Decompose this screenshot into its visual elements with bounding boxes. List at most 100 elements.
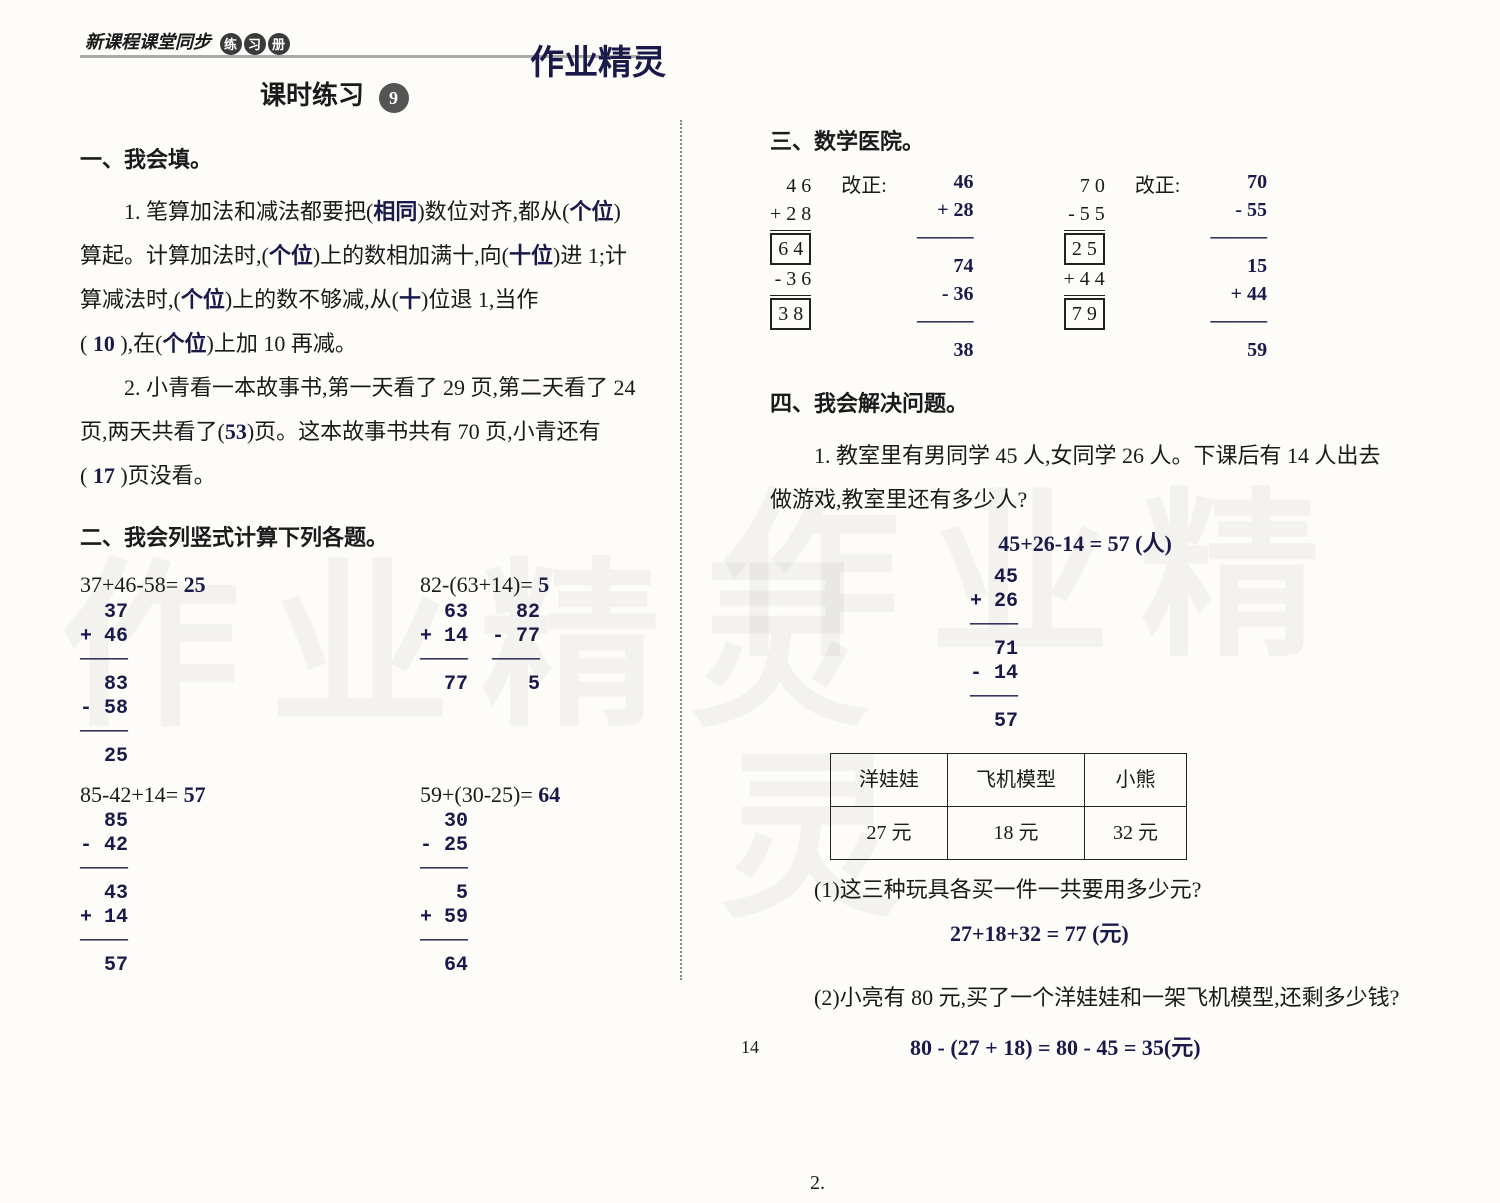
rule [1064, 230, 1105, 231]
q4-2-sub2: (2)小亮有 80 元,买了一个洋娃娃和一架飞机模型,还剩多少钱? [770, 976, 1400, 1020]
t: 算起。计算加法时,( [80, 243, 269, 268]
t: ( [80, 331, 87, 356]
t: 算减法时,( [80, 287, 181, 312]
boxed: 3 8 [770, 298, 811, 330]
hosp-corr-1: 改正: [841, 172, 887, 200]
content-area: 一、我会填。 1. 笔算加法和减法都要把(相同)数位对齐,都从(个位) 算起。计… [80, 120, 1420, 1070]
lesson-label: 课时练习 [260, 81, 364, 110]
table-row: 27 元 18 元 32 元 [831, 807, 1187, 860]
work: 46 + 28 ──── 74 - 36 ──── 38 [917, 171, 974, 361]
hosp-correction-2: 70 - 55 ──── 15 + 44 ──── 59 [1210, 168, 1267, 364]
q1-2b: 页,两天共看了(53)页。这本故事书共有 70 页,小青还有 [80, 410, 720, 454]
section-2-title: 二、我会列竖式计算下列各题。 [80, 516, 720, 560]
q1-1d: ( 10 ),在(个位)上加 10 再减。 [80, 322, 720, 366]
work: 85 - 42 ──── 43 + 14 ──── 57 [80, 810, 128, 978]
t: )上加 10 再减。 [207, 331, 357, 356]
hosp-printed-2: 7 0 - 5 5 2 5 + 4 4 7 9 [1064, 172, 1105, 330]
expr: 37+46-58= [80, 572, 178, 597]
l: 4 6 [770, 172, 811, 200]
corr-label: 改正: [841, 172, 887, 200]
l: + 4 4 [1064, 265, 1105, 293]
ans: 25 [184, 572, 206, 597]
work: 37 + 46 ──── 83 - 58 ──── 25 [80, 601, 128, 769]
corr-label: 改正: [1135, 172, 1181, 200]
ans: 相同 [373, 199, 417, 224]
lesson-title: 课时练习 9 [260, 75, 409, 113]
q4-2-wrapper: 2. 洋娃娃 飞机模型 小熊 27 元 18 元 32 元 [770, 753, 1400, 860]
ans: 5 [538, 572, 549, 597]
ans: 17 [93, 463, 115, 488]
boxed: 6 4 [770, 233, 811, 265]
work: 63 82 + 14 - 77 ──── ──── 77 5 [420, 601, 540, 697]
q1-1b: 算起。计算加法时,(个位)上的数相加满十,向(十位)进 1;计 [80, 234, 720, 278]
toy-price-table: 洋娃娃 飞机模型 小熊 27 元 18 元 32 元 [830, 753, 1187, 860]
ans: 64 [538, 782, 560, 807]
t: ),在( [120, 331, 162, 356]
lesson-number-badge: 9 [379, 83, 409, 113]
work: 70 - 55 ──── 15 + 44 ──── 59 [1210, 171, 1267, 361]
calc-1: 37+46-58= 25 37 + 46 ──── 83 - 58 ──── 2… [80, 570, 380, 770]
l: - 5 5 [1064, 200, 1105, 228]
l: - 3 6 [770, 265, 811, 293]
q4-2-sub2-ans: 80 - (27 + 18) = 80 - 45 = 35(元) [910, 1026, 1400, 1070]
ans: 57 [184, 782, 206, 807]
work: 30 - 25 ──── 5 + 59 ──── 64 [420, 810, 468, 978]
t: )页没看。 [120, 463, 215, 488]
series-text: 新课程课堂同步 [85, 32, 211, 52]
th: 小熊 [1085, 754, 1187, 807]
ans: 十 [399, 287, 421, 312]
t: )页。这本故事书共有 70 页,小青还有 [247, 419, 601, 444]
l: + 2 8 [770, 200, 811, 228]
calc-2: 82-(63+14)= 5 63 82 + 14 - 77 ──── ──── … [420, 570, 720, 770]
ans: 53 [225, 419, 247, 444]
book-series-title: 新课程课堂同步 练 习 册 [85, 28, 290, 55]
expr: 59+(30-25)= [420, 782, 533, 807]
page-number: 14 [741, 1037, 759, 1058]
ans: 个位 [181, 287, 225, 312]
q4-1-work: 45 + 26 ──── 71 - 14 ──── 57 [970, 566, 1018, 734]
ans: 十位 [509, 243, 553, 268]
expr: 82-(63+14)= [420, 572, 533, 597]
table-row: 洋娃娃 飞机模型 小熊 [831, 754, 1187, 807]
calc-3: 85-42+14= 57 85 - 42 ──── 43 + 14 ──── 5… [80, 780, 380, 980]
section-1-title: 一、我会填。 [80, 138, 720, 182]
t: )进 1;计 [553, 243, 627, 268]
rule [770, 295, 811, 296]
rule [1064, 295, 1105, 296]
t: ) [614, 199, 621, 224]
t: )数位对齐,都从( [417, 199, 569, 224]
t: 1. 笔算加法和减法都要把( [124, 199, 373, 224]
calc-grid: 37+46-58= 25 37 + 46 ──── 83 - 58 ──── 2… [80, 570, 720, 979]
q1-1: 1. 笔算加法和减法都要把(相同)数位对齐,都从(个位) [80, 190, 720, 234]
td: 32 元 [1085, 807, 1187, 860]
badge-2: 习 [244, 33, 266, 55]
handwritten-site-title: 作业精灵 [530, 35, 666, 84]
section-3-title: 三、数学医院。 [770, 120, 1400, 164]
td: 18 元 [948, 807, 1085, 860]
t: )上的数不够减,从( [225, 287, 399, 312]
badge-1: 练 [220, 33, 242, 55]
t: )位退 1,当作 [421, 287, 538, 312]
calc-4: 59+(30-25)= 64 30 - 25 ──── 5 + 59 ──── … [420, 780, 720, 980]
q4-2-number: 2. [810, 1163, 825, 1203]
badge-3: 册 [268, 33, 290, 55]
boxed: 2 5 [1064, 233, 1105, 265]
expr: 85-42+14= [80, 782, 178, 807]
t: )上的数相加满十,向( [313, 243, 509, 268]
q1-1c: 算减法时,(个位)上的数不够减,从(十)位退 1,当作 [80, 278, 720, 322]
q4-1-answer: 45+26-14 = 57 (人) [770, 522, 1400, 566]
hosp-correction-1: 46 + 28 ──── 74 - 36 ──── 38 [917, 168, 974, 364]
right-column: 三、数学医院。 4 6 + 2 8 6 4 - 3 6 3 8 改正: 46 +… [740, 120, 1400, 1070]
l: 7 0 [1064, 172, 1105, 200]
q4-2-sub1: (1)这三种玩具各买一件一共要用多少元? [770, 868, 1400, 912]
ans: 10 [93, 331, 115, 356]
hosp-printed-1: 4 6 + 2 8 6 4 - 3 6 3 8 [770, 172, 811, 330]
boxed: 7 9 [1064, 298, 1105, 330]
rule [770, 230, 811, 231]
t: 页,两天共看了( [80, 419, 225, 444]
hosp-corr-2: 改正: [1135, 172, 1181, 200]
q4-2-sub1-ans: 27+18+32 = 77 (元) [950, 912, 1400, 956]
q1-2a: 2. 小青看一本故事书,第一天看了 29 页,第二天看了 24 [80, 366, 720, 410]
section-4-title: 四、我会解决问题。 [770, 382, 1400, 426]
th: 洋娃娃 [831, 754, 948, 807]
